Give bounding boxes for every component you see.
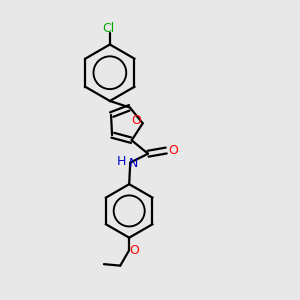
Text: O: O <box>130 244 140 257</box>
Text: O: O <box>168 144 178 157</box>
Text: H: H <box>117 155 126 168</box>
Text: Cl: Cl <box>102 22 115 34</box>
Text: O: O <box>131 114 141 128</box>
Text: N: N <box>129 157 138 170</box>
